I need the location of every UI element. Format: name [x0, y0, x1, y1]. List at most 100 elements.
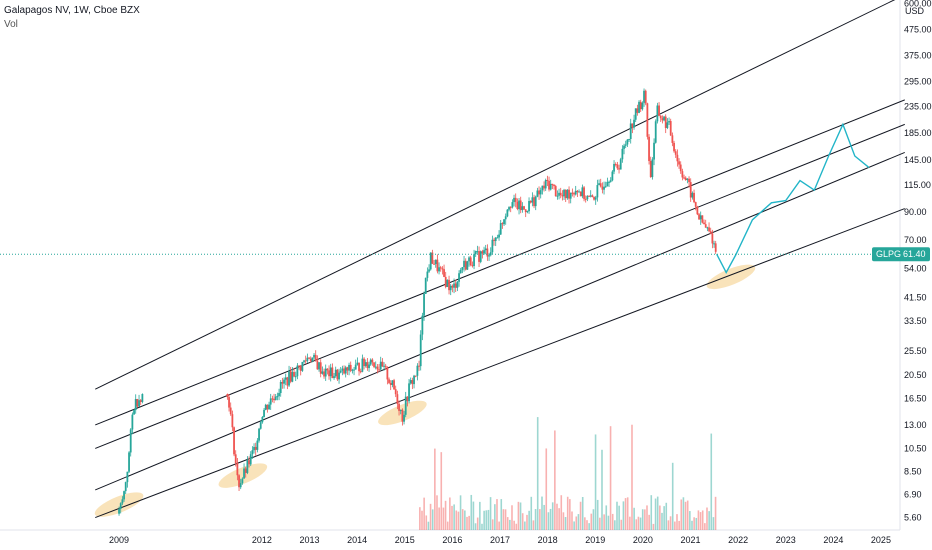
candle-body	[534, 196, 537, 207]
candle-body	[388, 379, 390, 383]
volume-bar	[483, 510, 485, 530]
candle-body	[679, 164, 682, 172]
candle-body	[461, 267, 464, 270]
volume-bar	[646, 505, 648, 530]
candle-body	[436, 259, 439, 272]
channel-line-0	[95, 208, 905, 519]
candle-body	[238, 475, 240, 488]
y-tick-label: 5.60	[904, 513, 922, 523]
candle-body	[428, 269, 430, 272]
candle-body	[421, 315, 424, 335]
candle-body	[299, 365, 302, 371]
volume-bar	[476, 517, 479, 530]
candle-body	[231, 414, 234, 428]
candle-body	[353, 369, 355, 371]
channel-line-3	[95, 99, 905, 426]
candle-body	[126, 471, 129, 483]
volume-bar	[579, 501, 582, 530]
candle-body	[496, 237, 499, 239]
symbol-title[interactable]: Galapagos NV, 1W, Cboe BZX	[4, 5, 140, 16]
volume-bar	[539, 509, 541, 530]
candle-body	[233, 427, 235, 455]
volume-bar	[556, 503, 558, 530]
y-tick-label: 13.00	[904, 420, 927, 430]
candle-body	[351, 369, 354, 371]
candle-body	[706, 227, 709, 229]
candle-body	[608, 181, 610, 183]
candle-body	[503, 219, 505, 225]
candle-body	[629, 123, 632, 140]
candle-body	[573, 193, 575, 195]
candle-body	[383, 365, 385, 367]
candle-body	[631, 123, 634, 128]
candle-body	[524, 209, 527, 213]
candle-body	[549, 183, 552, 190]
candle-body	[651, 159, 654, 178]
volume-bar	[425, 515, 428, 530]
y-tick-label: 145.00	[904, 155, 932, 165]
candle-body	[663, 116, 665, 121]
candle-body	[369, 359, 372, 365]
y-tick-label: 295.00	[904, 77, 932, 87]
volume-bar	[543, 504, 545, 530]
volume-bar	[648, 514, 650, 530]
candle-body	[251, 450, 254, 455]
candle-body	[569, 192, 572, 199]
volume-bar	[451, 505, 453, 530]
candle-body	[329, 367, 332, 377]
candle-body	[469, 257, 472, 266]
candle-body	[594, 197, 597, 200]
candle-body	[359, 371, 362, 373]
candle-body	[601, 186, 604, 190]
volume-legend[interactable]: Vol	[4, 19, 18, 30]
candle-body	[529, 200, 532, 203]
volume-bar	[509, 519, 511, 530]
candle-body	[309, 358, 312, 361]
candle-body	[348, 364, 350, 371]
candle-body	[574, 190, 577, 195]
candle-body	[598, 183, 600, 186]
candle-body	[698, 214, 700, 220]
candle-body	[521, 206, 524, 211]
candle-body	[426, 271, 429, 278]
volume-bar	[423, 497, 425, 530]
candle-body	[318, 362, 320, 370]
candle-body	[298, 365, 300, 367]
candle-body	[248, 460, 250, 465]
candle-body	[119, 503, 122, 509]
volume-bar	[592, 509, 595, 530]
volume-bar	[571, 511, 573, 530]
volume-bar	[665, 502, 668, 530]
candle-body	[293, 372, 295, 377]
candle-body	[278, 393, 280, 397]
candle-body	[389, 382, 392, 385]
candle-body	[558, 192, 560, 196]
candle-body	[544, 179, 547, 189]
candle-body	[669, 121, 672, 136]
volume-bar	[519, 502, 522, 530]
y-tick-label: 20.50	[904, 370, 927, 380]
volume-bar	[545, 448, 548, 530]
candle-body	[228, 397, 230, 408]
candle-body	[533, 197, 535, 207]
candle-body	[478, 251, 480, 262]
candle-body	[264, 404, 267, 410]
y-tick-label: 6.90	[904, 490, 922, 500]
candle-body	[456, 281, 459, 288]
volume-bar	[481, 523, 483, 530]
x-tick-label: 2021	[680, 535, 700, 545]
volume-bar	[472, 501, 475, 530]
candle-body	[334, 369, 337, 377]
candle-body	[446, 279, 449, 287]
candle-body	[713, 243, 715, 245]
candle-body	[259, 422, 262, 429]
candle-body	[121, 499, 124, 504]
candle-body	[314, 354, 317, 361]
volume-bar	[633, 507, 635, 530]
volume-bar	[650, 495, 653, 530]
candle-body	[321, 371, 324, 374]
candle-body	[661, 118, 664, 121]
candle-body	[319, 362, 322, 374]
last-price-tag[interactable]: GLPG 61.40	[872, 247, 930, 262]
